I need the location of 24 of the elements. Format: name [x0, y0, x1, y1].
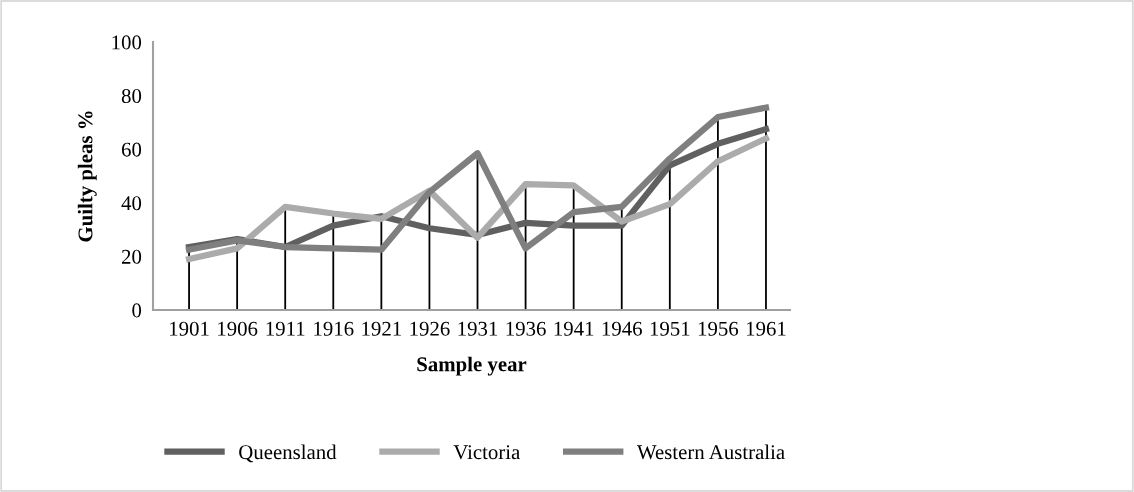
y-tick-label: 80 [121, 88, 142, 104]
y-axis-title: Guilty pleas % [77, 111, 97, 242]
x-tick-label: 1901 [170, 321, 209, 336]
legend-label: Victoria [453, 445, 520, 460]
x-tick-label: 1941 [554, 321, 594, 336]
x-tick-label: 1911 [266, 321, 305, 336]
legend-label: Western Australia [636, 444, 785, 460]
y-tick-label: 60 [121, 142, 142, 157]
x-tick-label: 1926 [410, 321, 450, 336]
x-tick-label: 1921 [362, 321, 401, 336]
x-tick-label: 1916 [314, 321, 354, 336]
x-tick-label: 1946 [602, 321, 642, 336]
x-tick-label: 1951 [650, 321, 690, 336]
x-tick-label: 1956 [698, 321, 739, 336]
x-tick-label: 1931 [458, 321, 498, 336]
x-tick-label: 1906 [218, 321, 258, 336]
x-axis-title: Sample year [417, 356, 527, 376]
y-tick-label: 0 [132, 303, 142, 318]
legend-label: Queensland [239, 444, 337, 463]
x-tick-label: 1936 [506, 321, 546, 336]
y-tick-label: 100 [112, 35, 142, 50]
x-tick-label: 1961 [746, 321, 786, 336]
y-tick-label: 40 [121, 196, 142, 211]
y-tick-label: 20 [121, 249, 142, 264]
